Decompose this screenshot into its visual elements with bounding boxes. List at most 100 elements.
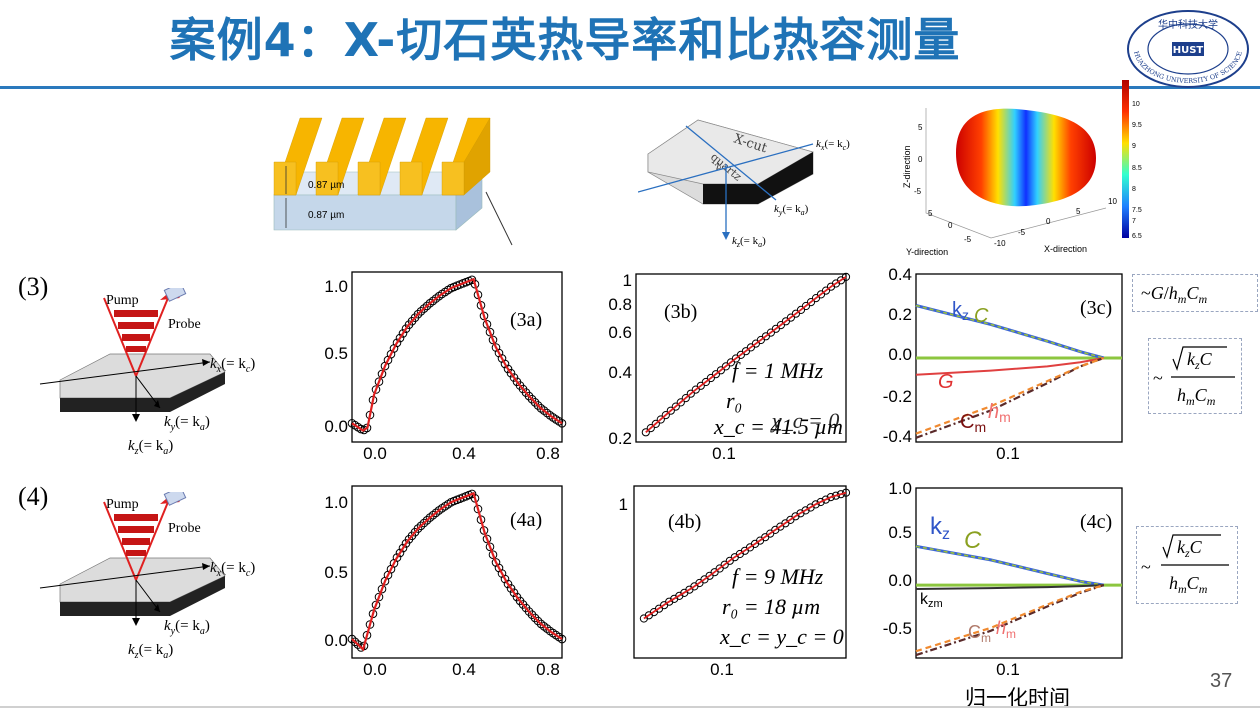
plot-4c-C-label: C	[964, 527, 982, 554]
data-point	[371, 600, 381, 610]
ky-label: ky(= ka)	[164, 414, 210, 433]
data-point	[711, 370, 721, 379]
bottom-rule	[0, 706, 1260, 708]
pump-probe-schematic-4: Pump Probe kx(= kc) ky(= ka) kz(= ka)	[39, 492, 255, 661]
university-logo: 华中科技大学 HUST HUAZHONG UNIVERSITY OF SCIEN…	[1124, 8, 1249, 88]
plot-3b-ann-r0: r₀	[726, 388, 742, 413]
ellipsoid-axis-ticks: 5 0 -5 10 5 0 -5 -10 5 0 -5	[914, 123, 1117, 248]
title-text: 案例4：X-切石英热导率和比热容测量	[169, 13, 961, 67]
data-point	[428, 296, 438, 306]
data-point	[509, 373, 519, 382]
data-point	[831, 491, 840, 500]
data-point	[536, 619, 546, 629]
data-point	[661, 411, 670, 420]
data-point	[530, 398, 540, 407]
plot-4a-ytick: 1.0	[324, 493, 348, 512]
data-point	[413, 309, 423, 319]
data-point	[353, 640, 363, 649]
data-point	[821, 495, 830, 504]
series-line-hm	[915, 356, 1105, 435]
pump-label: Pump	[106, 497, 139, 512]
fit-line	[351, 277, 563, 432]
plot-3c-label: (3c)	[1080, 297, 1112, 319]
row-label-4: (4)	[18, 482, 49, 511]
formula-box-4: ~ kzC hmCm	[1136, 526, 1238, 604]
data-point	[811, 500, 820, 509]
data-point	[641, 428, 650, 437]
svg-text:hmCm: hmCm	[1177, 385, 1216, 408]
plot-3b-label: (3b)	[664, 301, 697, 323]
svg-text:8.5: 8.5	[1132, 165, 1142, 172]
plot-4c: 1.0 0.5 0.0 -0.5 0.1 (4c) kz C kzm Cm hm	[868, 478, 1130, 678]
slide-title: 案例4：X-切石英热导率和比热容测量	[0, 0, 1260, 80]
data-point	[350, 637, 360, 647]
plot-3a-xtick: 0.0	[363, 444, 387, 462]
formula-top-text: ~G/hmCm	[1141, 283, 1207, 306]
ellipsoid-ylabel: Y-direction	[906, 247, 948, 257]
data-point	[786, 313, 795, 322]
plot-3a-ytick: 1.0	[324, 277, 348, 296]
plot-4c-ytick: 0.0	[888, 571, 912, 590]
data-point	[651, 419, 660, 428]
data-point	[557, 634, 567, 644]
svg-text:5: 5	[1076, 207, 1081, 216]
plot-3b-xtick: 0.1	[712, 444, 736, 462]
pump-label: Pump	[106, 293, 139, 308]
data-point	[539, 406, 549, 415]
data-point	[416, 521, 426, 531]
colorbar-ticks: 10 9.5 9 8.5 8 7.5 7 6.5	[1132, 101, 1142, 240]
svg-text:0: 0	[918, 155, 923, 164]
plot-4c-xtick: 0.1	[996, 660, 1020, 678]
series-line-C	[915, 545, 1104, 586]
plot-3a-ytick: 0.5	[324, 344, 348, 363]
plot-3c-G-label: G	[938, 371, 954, 393]
crystal-text3: z	[713, 159, 723, 173]
data-point	[419, 518, 429, 528]
svg-text:kzC: kzC	[1187, 349, 1213, 372]
plot-3c-ytick: 0.2	[888, 305, 912, 324]
plot-4c-Cm-label: Cm	[968, 622, 991, 645]
plot-3b-ytick: 0.6	[608, 323, 632, 342]
data-point	[362, 423, 372, 433]
pump-probe-schematic-3: Pump Probe kx(= kc) ky(= ka) kz(= ka)	[39, 288, 255, 457]
data-point	[841, 488, 851, 497]
data-point	[503, 364, 513, 374]
data-point	[425, 513, 435, 522]
plot-3c-xtick: 0.1	[996, 444, 1020, 462]
svg-text:9.5: 9.5	[1132, 122, 1142, 129]
plot-4b: 1 0.1 (4b) f = 9 MHz r₀ = 18 µm x_c = y_…	[590, 478, 852, 678]
svg-text:kzC: kzC	[1177, 537, 1203, 560]
plot-3b-ytick: 1	[623, 271, 632, 290]
svg-text:-10: -10	[994, 239, 1006, 248]
data-point	[467, 275, 477, 285]
data-point	[836, 490, 845, 499]
svg-text:-5: -5	[964, 235, 972, 244]
data-point	[721, 362, 730, 371]
plot-4a-marks	[347, 489, 567, 652]
data-point	[701, 377, 711, 387]
data-point	[503, 579, 513, 589]
svg-text:5: 5	[928, 209, 933, 218]
data-point	[485, 327, 495, 337]
data-point	[434, 291, 444, 301]
plot-4b-ann-r0: r₀ = 18 µm	[722, 594, 820, 619]
plot-3a-xtick: 0.4	[452, 444, 476, 462]
plot-4a-xtick: 0.8	[536, 660, 560, 678]
data-point	[524, 607, 534, 616]
plot-3c-ytick: -0.2	[883, 387, 912, 406]
svg-text:9: 9	[1132, 143, 1136, 150]
plot-3a-label: (3a)	[510, 309, 542, 331]
row-label-3: (3)	[18, 272, 49, 301]
plot-3b-ytick: 0.8	[608, 295, 632, 314]
crystal-kx-label: kx(= kc)	[816, 138, 850, 152]
data-point	[395, 548, 405, 558]
data-point	[374, 592, 384, 602]
data-point	[681, 394, 690, 403]
plot-3b-ann-yc: y_c = 0	[770, 408, 839, 433]
ky-label: ky(= ka)	[164, 618, 210, 637]
svg-text:0: 0	[948, 221, 953, 230]
data-point	[371, 385, 381, 394]
svg-text:10: 10	[1132, 101, 1140, 108]
data-point	[527, 610, 537, 619]
plot-4a-label: (4a)	[510, 509, 542, 531]
